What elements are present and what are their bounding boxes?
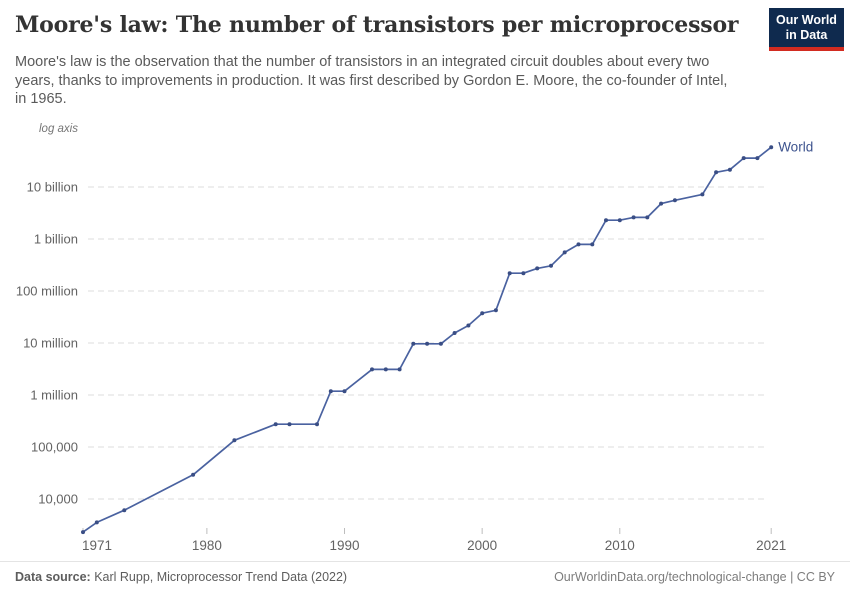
subtitle-line: in 1965.: [15, 91, 67, 107]
data-point[interactable]: [466, 323, 471, 328]
series-label-world[interactable]: World: [778, 140, 813, 155]
data-point[interactable]: [452, 331, 457, 335]
data-source-text: Karl Rupp, Microprocessor Trend Data (20…: [90, 570, 348, 584]
data-point[interactable]: [535, 266, 540, 271]
data-point[interactable]: [521, 271, 526, 276]
series-line-world[interactable]: [82, 146, 773, 533]
y-axis-tick-label: 10 million: [23, 336, 78, 351]
owid-logo-line2: in Data: [785, 27, 828, 42]
data-point[interactable]: [328, 389, 333, 394]
y-axis-tick-label: 100 million: [16, 284, 78, 299]
data-source-label: Data source:: [15, 570, 91, 584]
data-point[interactable]: [672, 198, 677, 203]
y-axis-tick-label: 1 million: [30, 388, 78, 403]
data-point[interactable]: [438, 341, 443, 346]
data-point[interactable]: [741, 156, 746, 161]
data-source-note: Data source: Karl Rupp, Microprocessor T…: [15, 570, 347, 584]
data-point[interactable]: [645, 215, 650, 220]
data-point[interactable]: [493, 308, 498, 313]
data-point[interactable]: [576, 242, 581, 247]
data-point[interactable]: [617, 218, 622, 223]
y-axis-tick-label: 10,000: [38, 492, 78, 507]
y-axis-tick-label: 100,000: [31, 440, 78, 455]
data-point[interactable]: [659, 201, 664, 206]
data-point[interactable]: [273, 422, 278, 427]
data-point[interactable]: [383, 367, 388, 372]
data-point[interactable]: [755, 156, 760, 161]
y-axis-tick-label: 10 billion: [27, 180, 78, 195]
data-point[interactable]: [700, 192, 705, 197]
chart-footer: Data source: Karl Rupp, Microprocessor T…: [0, 561, 850, 600]
data-point[interactable]: [590, 242, 595, 247]
y-axis-tick-label: 1 billion: [34, 232, 78, 247]
data-point[interactable]: [397, 367, 402, 372]
data-point[interactable]: [480, 311, 485, 316]
subtitle-line: Moore's law is the observation that the …: [15, 54, 710, 70]
data-point[interactable]: [411, 341, 416, 346]
chart-subtitle: Moore's law is the observation that the …: [15, 53, 775, 109]
data-point[interactable]: [507, 271, 512, 276]
owid-logo-line1: Our World: [776, 12, 837, 27]
x-axis-tick-label: 1990: [329, 538, 359, 553]
data-point[interactable]: [94, 520, 99, 525]
subtitle-line: years, thanks to improvements in product…: [15, 72, 728, 89]
data-point[interactable]: [562, 250, 567, 255]
data-point[interactable]: [370, 367, 374, 372]
x-axis-tick-label: 2010: [605, 538, 635, 553]
x-axis-tick-label: 2000: [467, 538, 497, 553]
x-axis-tick-label: 1971: [82, 538, 112, 553]
data-point[interactable]: [714, 170, 719, 175]
data-point[interactable]: [315, 422, 319, 427]
data-point[interactable]: [232, 438, 237, 443]
log-axis-note: log axis: [39, 123, 78, 135]
data-point[interactable]: [727, 167, 732, 172]
chart-title: Moore's law: The number of transistors p…: [15, 12, 739, 38]
data-point[interactable]: [549, 263, 553, 268]
data-point[interactable]: [122, 508, 127, 513]
data-point[interactable]: [769, 145, 774, 150]
data-point[interactable]: [342, 389, 347, 394]
data-point[interactable]: [287, 422, 292, 427]
owid-url-link[interactable]: OurWorldinData.org/technological-change …: [554, 570, 835, 584]
owid-logo[interactable]: Our World in Data: [769, 8, 844, 51]
data-point[interactable]: [425, 341, 430, 346]
data-point[interactable]: [81, 530, 85, 535]
data-point[interactable]: [191, 472, 196, 477]
x-axis-tick-label: 1980: [192, 538, 222, 553]
x-axis-tick-label: 2021: [756, 538, 786, 553]
data-point[interactable]: [631, 215, 636, 220]
data-point[interactable]: [604, 218, 608, 223]
